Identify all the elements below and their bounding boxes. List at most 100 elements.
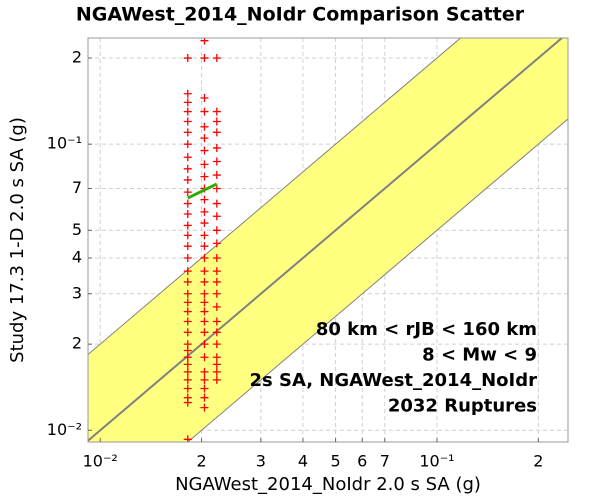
scatter-point [200,122,209,131]
scatter-point [212,367,221,376]
scatter-point [200,393,209,402]
scatter-point [183,289,192,298]
scatter-point [200,289,209,298]
y-tick-label: 2 [72,334,82,353]
y-tick-label: 10⁻² [47,420,82,439]
scatter-point [212,107,221,116]
scatter-point [212,143,221,152]
scatter-point [212,375,221,384]
scatter-point [183,89,192,98]
scatter-point [212,239,221,248]
scatter-point [212,328,221,337]
y-tick-label: 7 [72,178,82,197]
fit-line [187,182,218,200]
y-tick-label: 3 [72,283,82,302]
scatter-point [200,267,209,276]
x-tick-label: 5 [330,452,340,471]
scatter-point [183,340,192,349]
scatter-point [212,184,221,193]
scatter-point [200,317,209,326]
x-tick-label: 4 [298,452,308,471]
scatter-point [212,289,221,298]
scatter-point [183,128,192,137]
scatter-point [212,360,221,369]
x-tick-label: 10⁻² [83,452,118,471]
scatter-point [212,340,221,349]
scatter-point [200,231,209,240]
scatter-point [200,195,209,204]
scatter-point [183,153,192,162]
scatter-point [183,164,192,173]
scatter-point [212,157,221,166]
scatter-point [200,403,209,412]
scatter-point [183,367,192,376]
scatter-point [183,231,192,240]
scatter-point [183,117,192,126]
scatter-point [200,242,209,251]
x-tick-label: 6 [357,452,367,471]
scatter-point [200,353,209,362]
scatter-point [183,393,192,402]
scatter-point [200,107,209,116]
scatter-point [212,199,221,208]
x-tick-label: 2 [196,452,206,471]
annotation: 8 < Mw < 9 [422,345,537,366]
scatter-point [212,277,221,286]
scatter-point [200,298,209,307]
annotation: 2032 Ruptures [388,396,537,417]
scatter-point [212,267,221,276]
x-tick-label: 2 [533,452,543,471]
scatter-point [183,307,192,316]
scatter-point [183,107,192,116]
scatter-point [183,175,192,184]
x-axis-label: NGAWest_2014_NoIdr 2.0 s SA (g) [175,474,481,495]
scatter-point [212,117,221,126]
plot-frame [87,37,569,443]
scatter-point [183,54,192,63]
scatter-point [183,188,192,197]
y-axis-label: Study 17.3 1-D 2.0 s SA (g) [7,117,28,363]
scatter-point [212,54,221,63]
scatter-point [183,98,192,107]
scatter-point [212,317,221,326]
scatter-point [200,384,209,393]
scatter-point [183,242,192,251]
scatter-point [183,277,192,286]
scatter-point [200,307,209,316]
scatter-point [183,360,192,369]
y-tick-label: 5 [72,220,82,239]
scatter-point [200,93,209,102]
scatter-point [212,226,221,235]
annotation: 2s SA, NGAWest_2014_NoIdr [249,370,537,391]
scatter-point [212,302,221,311]
x-tick-label: 7 [380,452,390,471]
chart-title: NGAWest_2014_NoIdr Comparison Scatter [76,4,525,26]
scatter-point [183,221,192,230]
scatter-point [183,254,192,263]
scatter-point [200,219,209,228]
scatter-point [200,367,209,376]
y-tick-label: 10⁻¹ [47,134,82,153]
scatter-point [183,353,192,362]
scatter-point [183,317,192,326]
x-tick-label: 10⁻¹ [419,452,454,471]
scatter-point [212,128,221,137]
scatter-point [200,207,209,216]
x-tick-label: 3 [256,452,266,471]
scatter-point [183,328,192,337]
scatter-point [200,254,209,263]
scatter-point [200,375,209,384]
y-tick-label: 2 [72,48,82,67]
scatter-point [200,340,209,349]
scatter-point [200,160,209,169]
y-tick-label: 4 [72,248,82,267]
annotation: 80 km < rJB < 160 km [316,319,537,340]
scatter-point [183,210,192,219]
scatter-point [212,254,221,263]
scatter-point [212,171,221,180]
